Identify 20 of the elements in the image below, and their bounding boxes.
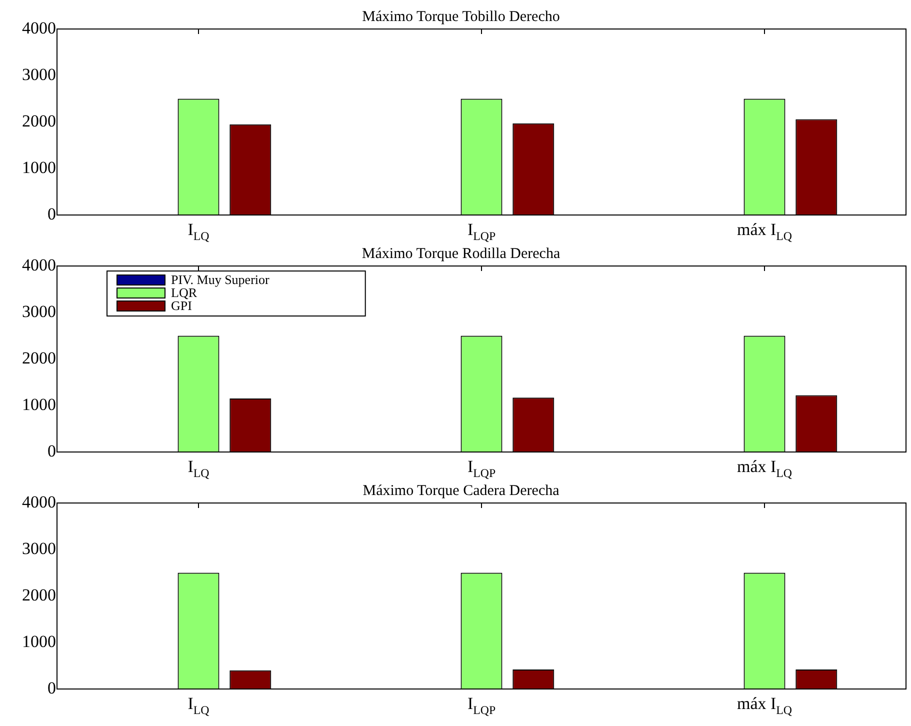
y-tick-label: 0	[48, 678, 56, 698]
y-tick-label: 2000	[22, 348, 56, 368]
y-tick-label: 1000	[22, 158, 56, 177]
chart-title: Máximo Torque Tobillo Derecho	[362, 8, 560, 25]
y-tick-label: 0	[48, 204, 56, 224]
y-tick-label: 4000	[22, 492, 56, 512]
y-tick-label: 1000	[22, 394, 56, 414]
y-tick-label: 3000	[22, 64, 56, 84]
y-tick-label: 2000	[22, 111, 56, 130]
y-tick-label: 1000	[22, 632, 56, 651]
y-tick-label: 3000	[22, 538, 56, 558]
y-tick-label: 4000	[22, 18, 56, 38]
legend-label: PIV. Muy Superior	[171, 272, 270, 287]
legend-label: LQR	[171, 284, 198, 300]
y-tick-label: 3000	[22, 302, 56, 321]
y-tick-label: 0	[48, 441, 56, 460]
y-tick-label: 2000	[22, 585, 56, 604]
chart-title: Máximo Torque Cadera Derecha	[362, 482, 560, 499]
y-tick-label: 4000	[22, 255, 56, 274]
chart-title: Máximo Torque Rodilla Derecha	[362, 246, 560, 262]
